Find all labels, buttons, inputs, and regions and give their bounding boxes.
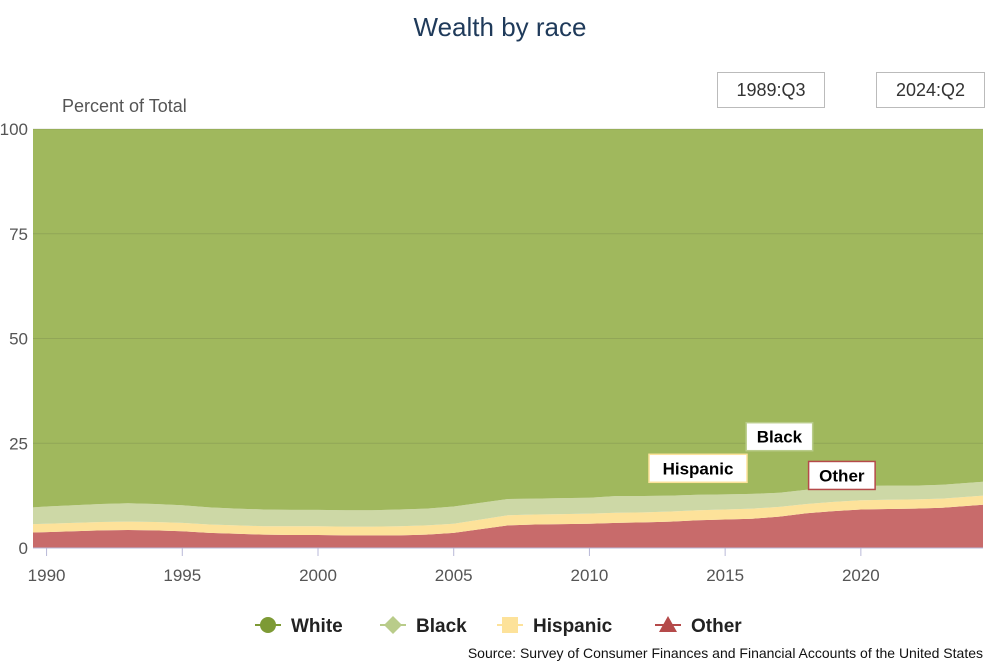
area-other [33, 504, 983, 548]
x-tick-label-2015: 2015 [706, 566, 744, 585]
legend-marker-square-icon [502, 617, 518, 633]
legend-label-hispanic: Hispanic [533, 616, 613, 637]
y-tick-label-100: 100 [0, 120, 28, 139]
x-tick-label-2005: 2005 [435, 566, 473, 585]
annotation-box-hispanic [648, 453, 748, 484]
legend-label-white: White [291, 616, 343, 637]
legend-label-black: Black [416, 616, 467, 637]
annotation-label-hispanic: Hispanic [663, 459, 734, 478]
legend-item-other[interactable]: Other [655, 616, 742, 637]
annotation-label-other: Other [819, 466, 865, 485]
x-tick-label-1990: 1990 [28, 566, 66, 585]
legend-marker-triangle-icon [659, 616, 677, 632]
legend-marker-circle-icon [260, 617, 276, 633]
y-tick-label-75: 75 [9, 225, 28, 244]
area-black [33, 481, 983, 527]
legend-item-white[interactable]: White [255, 616, 343, 637]
y-tick-label-25: 25 [9, 434, 28, 453]
legend-item-black[interactable]: Black [380, 616, 467, 637]
legend-label-other: Other [691, 616, 742, 637]
area-hispanic [33, 495, 983, 536]
y-axis-label: Percent of Total [62, 96, 187, 116]
chart-title: Wealth by race [413, 12, 587, 42]
source-note: Source: Survey of Consumer Finances and … [467, 645, 983, 661]
range-start-input[interactable]: 1989:Q3 [717, 72, 825, 108]
annotation-box-black [745, 421, 814, 452]
x-tick-label-1995: 1995 [163, 566, 201, 585]
x-tick-label-2000: 2000 [299, 566, 337, 585]
annotation-label-black: Black [757, 428, 803, 447]
legend-item-hispanic[interactable]: Hispanic [497, 616, 613, 637]
x-tick-label-2020: 2020 [842, 566, 880, 585]
area-white [33, 129, 983, 511]
range-end-input[interactable]: 2024:Q2 [876, 72, 985, 108]
annotation-box-other [807, 460, 876, 491]
x-tick-label-2010: 2010 [571, 566, 609, 585]
y-tick-label-50: 50 [9, 330, 28, 349]
y-tick-label-0: 0 [19, 539, 28, 558]
legend-marker-diamond-icon [384, 616, 402, 634]
